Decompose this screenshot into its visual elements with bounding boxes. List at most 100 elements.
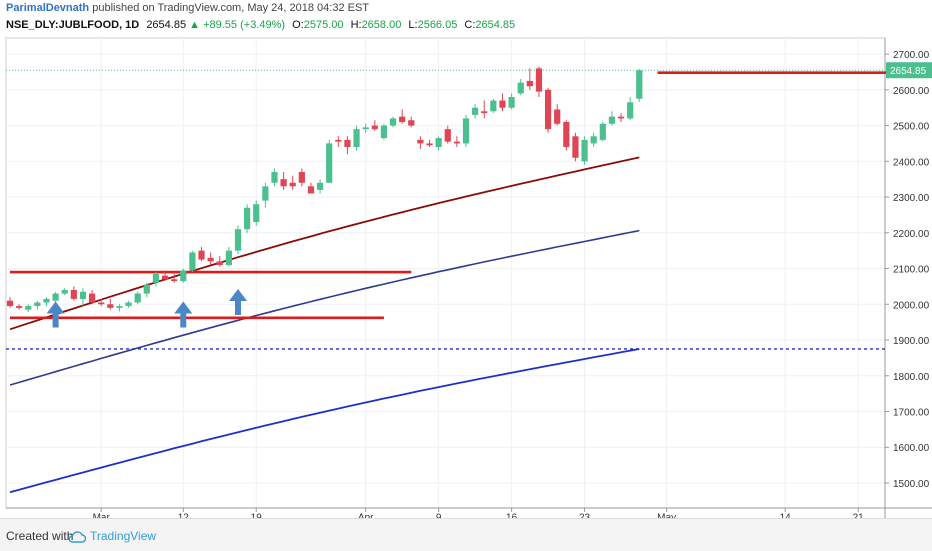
candle-body: [88, 293, 96, 303]
candle-body: [298, 172, 305, 183]
candle-body: [371, 125, 378, 130]
time-tick-label: 12: [178, 512, 190, 518]
candle-body: [517, 82, 524, 94]
footer-bar: Created with TradingView: [0, 518, 932, 551]
candle-body: [98, 302, 105, 305]
candle-body: [216, 261, 223, 265]
last-price-badge-label: 2654.85: [890, 66, 927, 77]
candle-body: [399, 116, 406, 122]
candle-body: [61, 289, 68, 294]
candle-body: [499, 100, 506, 108]
candle-body: [508, 96, 515, 108]
last-price: 2654.85: [146, 19, 187, 31]
price-tick-label: 2200.00: [893, 229, 930, 240]
candle-body: [52, 293, 59, 301]
candle-body: [43, 298, 50, 303]
low-value: 2566.05: [417, 19, 458, 31]
candle-body: [116, 306, 123, 308]
last-price-badge: [886, 62, 932, 79]
price-tick-label: 1800.00: [893, 372, 930, 383]
change-value: +89.55 (+3.49%): [203, 19, 286, 31]
high-label: H:: [350, 19, 362, 31]
candle-body: [554, 109, 561, 124]
candle-body: [417, 139, 424, 144]
candle-body: [636, 70, 643, 99]
close-value: 2654.85: [475, 19, 516, 31]
candle-body: [362, 127, 369, 130]
candle-body: [198, 250, 205, 260]
candle-body: [207, 257, 214, 262]
tradingview-brand: TradingView: [90, 529, 157, 543]
candle-body: [526, 80, 533, 87]
close-label: C:: [464, 19, 476, 31]
up-triangle-icon: ▲: [189, 19, 201, 31]
candle-body: [225, 250, 232, 265]
candle-body: [408, 120, 415, 126]
candle-body: [271, 172, 278, 183]
time-tick-label: 19: [251, 512, 263, 518]
time-tick-label: 14: [780, 512, 792, 518]
up-arrow-annotation: [229, 288, 247, 315]
candle-body: [289, 182, 296, 187]
candle-body: [134, 293, 141, 303]
candle-body: [171, 279, 178, 282]
candle-body: [307, 186, 315, 194]
candle-body: [599, 123, 606, 140]
candle-body: [344, 139, 351, 148]
candle-body: [627, 102, 634, 119]
time-tick-label: 23: [579, 512, 591, 518]
candle-body: [180, 270, 187, 282]
candle-body: [590, 136, 597, 144]
candle-body: [563, 121, 570, 148]
sma-mid-line: [9, 229, 640, 386]
candle-body: [472, 107, 479, 115]
price-tick-label: 2100.00: [893, 265, 930, 276]
candle-body: [326, 143, 333, 183]
candle-body: [79, 291, 87, 299]
candle-body: [335, 139, 342, 142]
candle-body: [34, 302, 41, 307]
candle-body: [253, 204, 260, 223]
sma-short-line: [9, 156, 640, 331]
candle-body: [481, 111, 488, 114]
candle-body: [389, 118, 397, 126]
candle-body: [535, 68, 543, 92]
candle-body: [189, 252, 196, 271]
candle-body: [426, 143, 433, 146]
low-label: L:: [408, 19, 418, 31]
price-tick-label: 2400.00: [893, 157, 930, 168]
author-link[interactable]: ParimalDevnath: [6, 2, 90, 14]
price-tick-label: 2500.00: [893, 122, 930, 133]
price-tick-label: 1900.00: [893, 336, 930, 347]
chart-header: ParimalDevnath published on TradingView.…: [0, 0, 932, 38]
open-label: O:: [292, 19, 304, 31]
time-tick-label: May: [657, 512, 676, 518]
candle-body: [444, 129, 451, 142]
time-tick-label: 16: [506, 512, 518, 518]
sma-long-line: [9, 348, 640, 494]
open-value: 2575.00: [303, 19, 344, 31]
candle-body: [25, 306, 32, 310]
up-arrow-annotation: [46, 301, 65, 328]
candle-body: [462, 118, 470, 144]
candle-body: [280, 179, 287, 187]
candle-body: [262, 186, 269, 201]
price-tick-label: 1500.00: [893, 479, 930, 490]
high-value: 2658.00: [361, 19, 402, 31]
time-tick-label: 21: [853, 512, 865, 518]
published-text: published on TradingView.com, May 24, 20…: [92, 2, 370, 14]
candle-body: [161, 275, 169, 280]
candle-body: [107, 304, 114, 308]
price-tick-label: 2300.00: [893, 193, 930, 204]
cloud-icon: [68, 531, 87, 543]
candle-body: [617, 116, 625, 119]
tradingview-logo[interactable]: TradingView: [68, 529, 156, 543]
up-arrow-annotation: [174, 301, 193, 328]
candle-body: [353, 129, 360, 148]
created-with-label: Created with: [6, 529, 74, 543]
candle-body: [234, 229, 242, 251]
candle-body: [244, 207, 251, 230]
candle-body: [16, 306, 23, 308]
price-chart[interactable]: 1500.00 1600.00 1700.00 1800.00 1900.00 2000.…: [0, 0, 932, 518]
candle-body: [435, 138, 442, 148]
